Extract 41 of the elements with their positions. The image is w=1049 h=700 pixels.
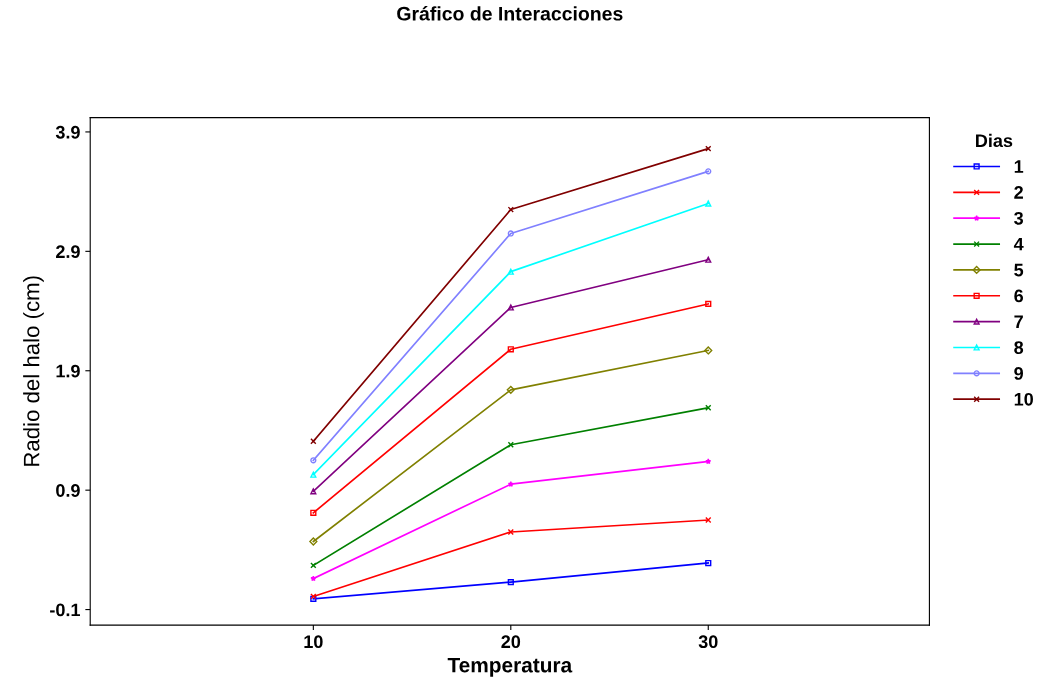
legend-label: 4 (1013, 237, 1024, 251)
point (310, 471, 317, 478)
point (705, 300, 712, 308)
chart-title: Gráfico de Interacciones (397, 6, 623, 21)
point (507, 346, 514, 353)
legend-label: 8 (1014, 341, 1024, 354)
y-tick-label: 1.9 (56, 364, 80, 378)
point (507, 578, 514, 586)
point (507, 528, 514, 536)
point (705, 200, 712, 207)
y-tick-label: -0.1 (50, 603, 80, 617)
point (704, 346, 713, 355)
x-tick-label: 30 (698, 635, 718, 649)
point (705, 559, 712, 567)
y-tick-label: 2.9 (56, 245, 80, 259)
point (705, 516, 712, 524)
legend-title: Dias (976, 133, 1013, 148)
point (309, 537, 318, 546)
point (506, 385, 515, 394)
point (507, 268, 514, 275)
point (310, 457, 317, 464)
y-axis-title: Radio del halo (cm) (23, 276, 44, 466)
point (507, 304, 514, 311)
x-axis-title: Temperatura (447, 657, 573, 677)
legend-label: 7 (1014, 315, 1023, 328)
y-tick-label: 3.9 (55, 125, 80, 139)
legend-label: 10 (1014, 392, 1033, 406)
x-tick-label: 20 (501, 635, 521, 649)
point (310, 509, 317, 516)
legend-label: 9 (1014, 367, 1024, 380)
x-tick-label: 10 (304, 635, 323, 649)
y-tick-label: 0.9 (56, 484, 80, 497)
legend-label: 5 (1014, 263, 1024, 277)
legend-label: 2 (1014, 186, 1023, 199)
point (705, 168, 712, 175)
legend-label: 6 (1014, 289, 1024, 303)
legend-label: 1 (1014, 160, 1024, 173)
point (705, 256, 712, 263)
legend-label: 3 (1014, 211, 1024, 225)
point (507, 230, 514, 237)
point (507, 206, 514, 213)
